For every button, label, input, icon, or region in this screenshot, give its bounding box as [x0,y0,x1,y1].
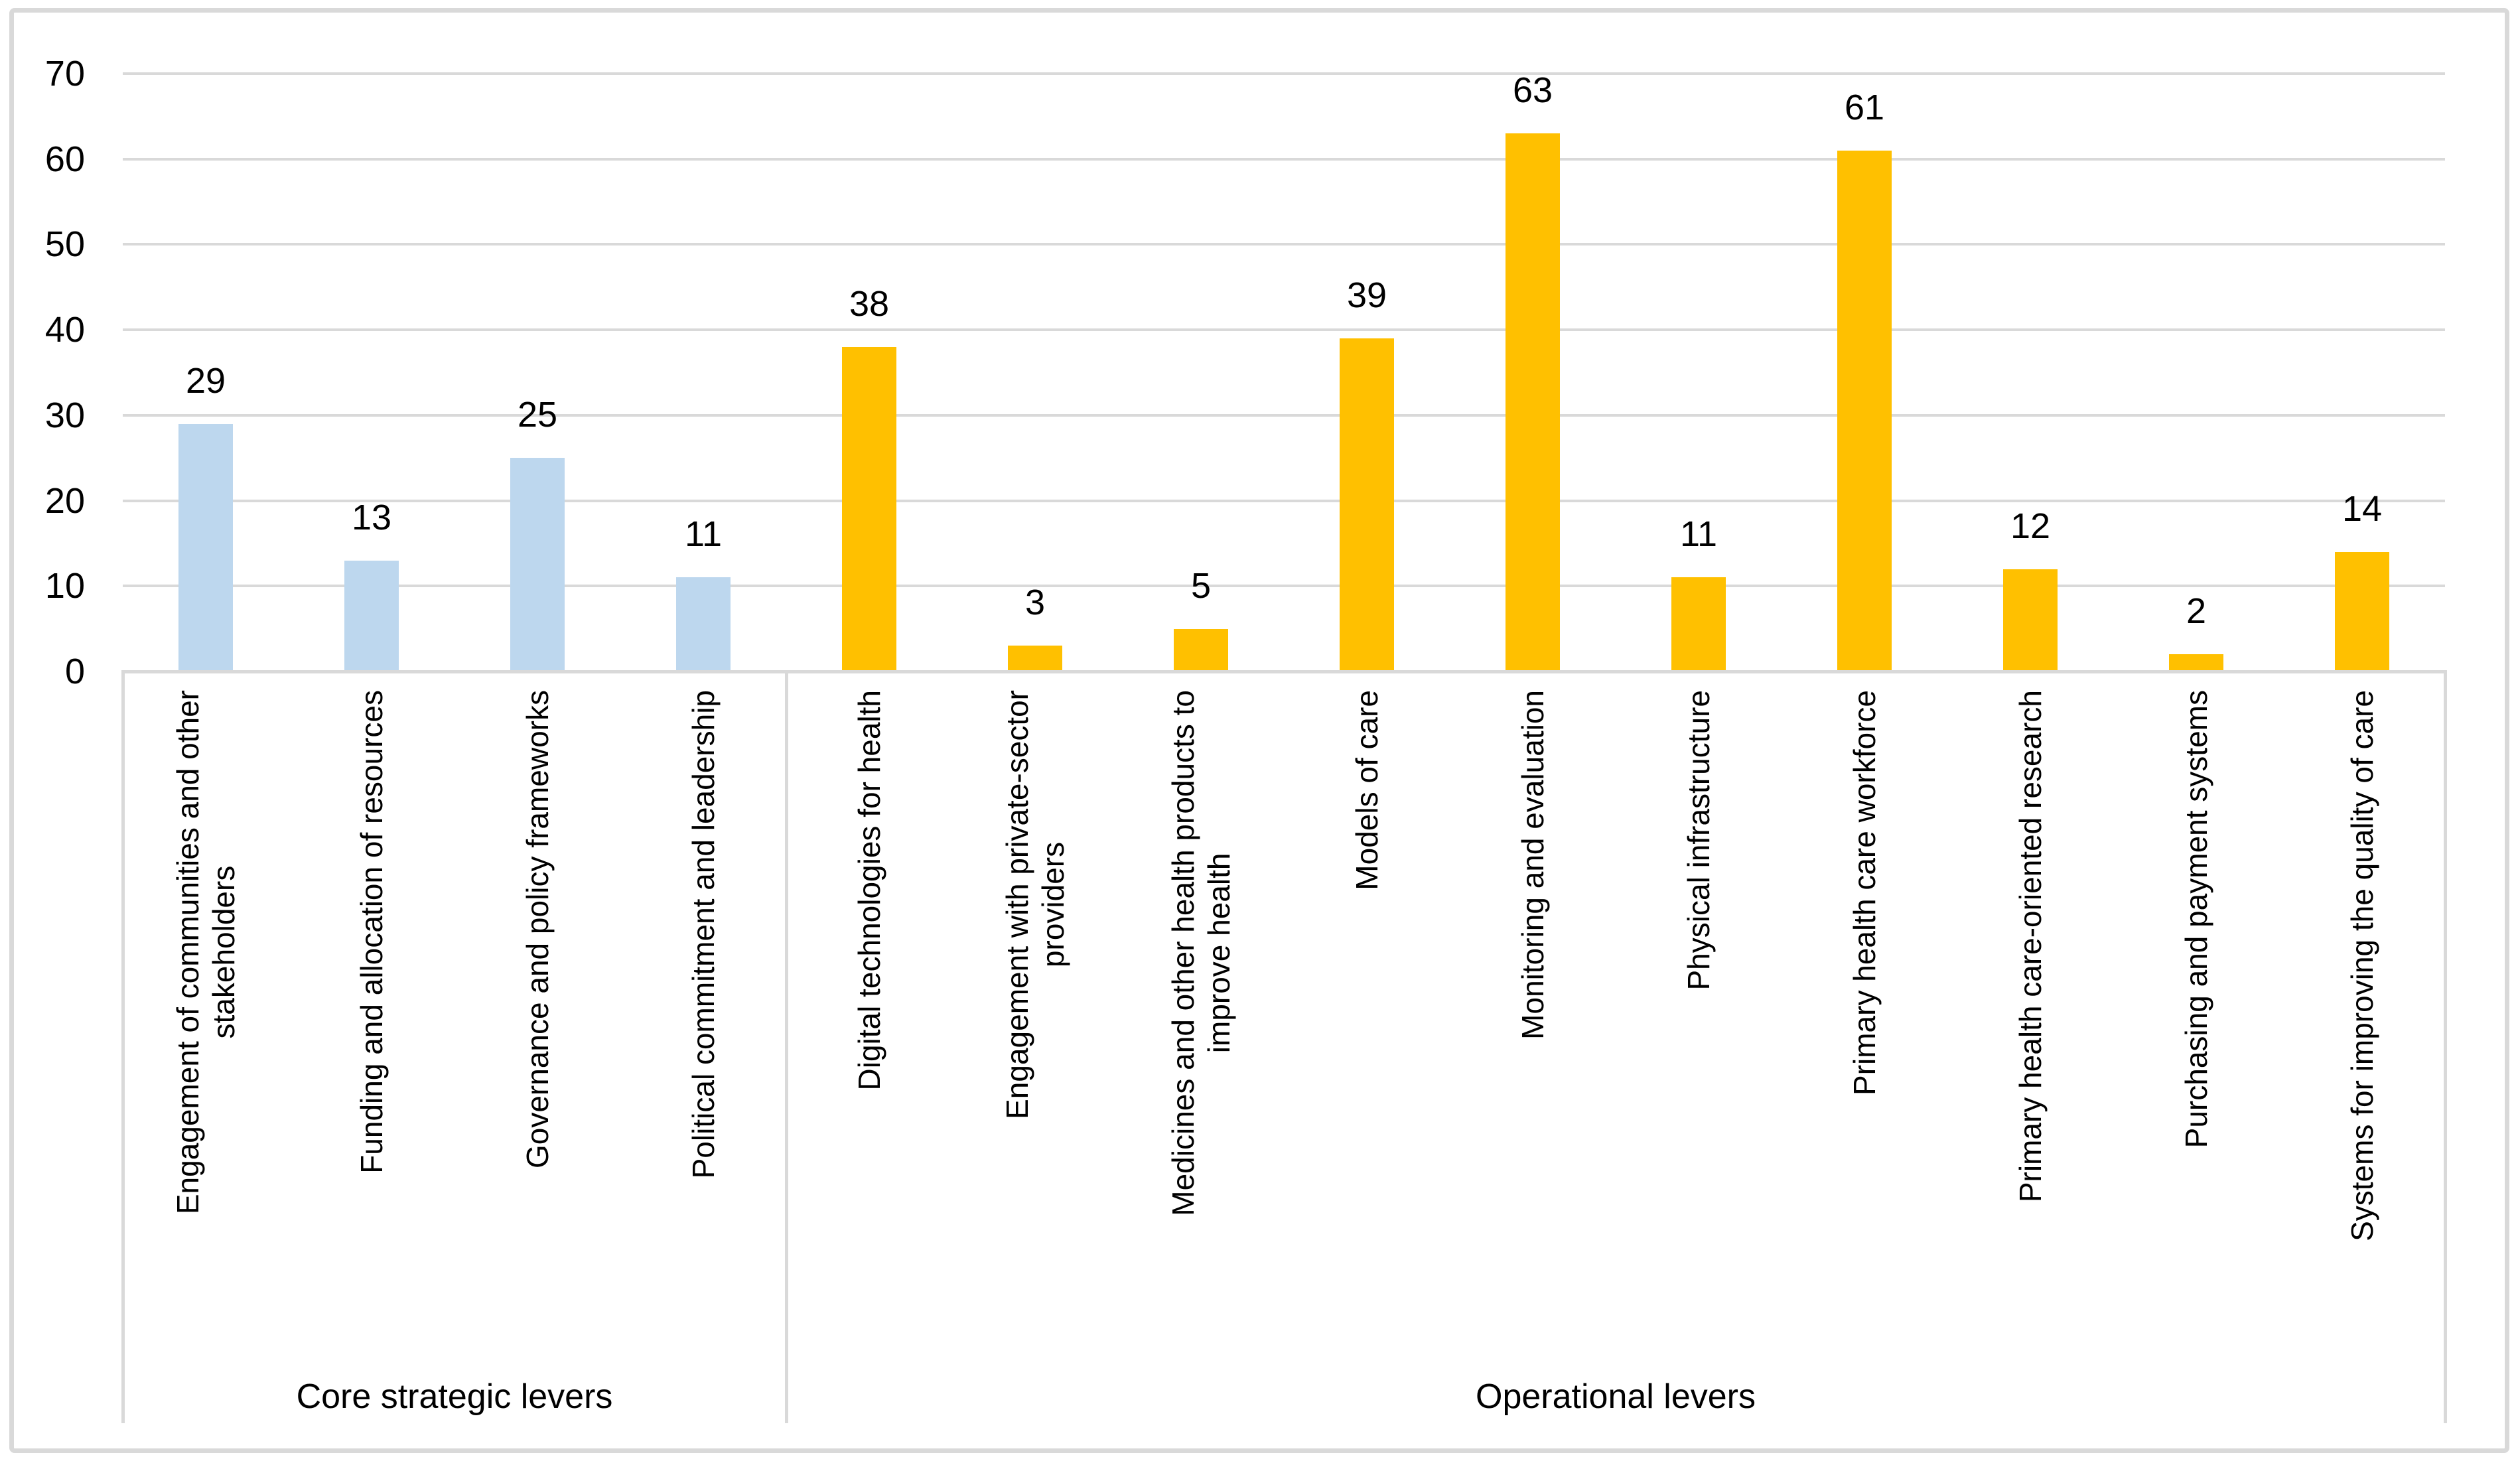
y-axis-tick-label-60: 60 [44,139,85,179]
y-axis-tick-label-10: 10 [44,566,85,606]
y-gridline-20 [123,499,2445,502]
bar-value-label: 61 [1844,88,1885,127]
category-axis-label-text: Monitoring and evaluation [1515,690,1550,1040]
category-axis-label-text: Digital technologies for health [852,690,886,1091]
y-axis-tick-label-40: 40 [44,310,85,350]
bar-purchasing-and-payment-systems [2169,654,2223,671]
bar-primary-health-care-workforce [1837,151,1892,671]
category-axis-label: Governance and policy frameworks [458,690,617,1307]
category-axis-label-text: Physical infrastructure [1681,690,1716,991]
bar-value-label: 11 [1679,514,1718,554]
bar-value-label: 3 [1024,583,1046,622]
category-axis-label: Physical infrastructure [1619,690,1778,1307]
bar-value-label: 25 [517,395,558,435]
y-gridline-10 [123,585,2445,588]
category-axis-label: Monitoring and evaluation [1453,690,1612,1307]
category-axis-label-text: Funding and allocation of resources [354,690,389,1174]
category-axis-label: Primary health care-oriented research [1951,690,2110,1307]
bar-political-commitment-and-leadership [676,577,731,671]
y-axis-tick-label-70: 70 [44,54,85,94]
y-gridline-70 [123,72,2445,75]
category-axis-label-text: Systems for improving the quality of car… [2345,690,2379,1241]
bar-value-label: 11 [684,514,723,554]
y-gridline-60 [123,157,2445,161]
bar-engagement-with-private-sector-providers [1008,646,1062,671]
category-axis-label: Primary health care workforce [1785,690,1944,1307]
category-axis-label-text: Models of care [1350,690,1384,890]
bar-medicines-and-other-health-products-to-improve-health [1174,629,1228,671]
y-axis-tick-label-30: 30 [44,395,85,435]
bar-primary-health-care-oriented-research [2003,569,2058,671]
y-gridline-30 [123,413,2445,417]
category-axis-label: Purchasing and payment systems [2117,690,2276,1307]
bar-governance-and-policy-frameworks [510,458,565,671]
bar-models-of-care [1340,338,1394,671]
bar-value-label: 29 [185,361,226,401]
category-axis-label: Funding and allocation of resources [292,690,451,1307]
bar-systems-for-improving-the-quality-of-care [2335,552,2389,671]
x-axis-line [123,670,2445,673]
bar-value-label: 13 [351,498,392,537]
category-axis-label-text: Purchasing and payment systems [2179,690,2213,1149]
category-axis-label-text: Governance and policy frameworks [520,690,555,1168]
category-axis-label-text: Medicines and other health products to im… [1166,690,1236,1216]
bar-value-label: 38 [849,284,890,324]
bar-value-label: 5 [1190,566,1212,606]
chart-outer-border [9,8,2509,1453]
bar-value-label: 12 [2010,506,2051,546]
group-label-core-strategic-levers: Core strategic levers [296,1377,613,1416]
y-axis-tick-label-0: 0 [64,652,85,691]
bar-engagement-of-communities-and-other-stakeholders [178,424,233,671]
category-axis-label-text: Political commitment and leadership [686,690,721,1179]
y-gridline-40 [123,328,2445,332]
category-axis-label-text: Engagement with private-sector providers [1000,690,1070,1119]
bar-physical-infrastructure [1671,577,1726,671]
bar-value-label: 2 [2186,591,2207,631]
category-axis-label: Engagement with private-sector providers [955,690,1115,1307]
category-axis-label: Engagement of communities and other stake… [126,690,285,1307]
y-gridline-50 [123,243,2445,246]
category-axis-label-text: Primary health care workforce [1847,690,1882,1095]
label-area-left-border [121,670,125,1423]
bar-digital-technologies-for-health [842,347,896,671]
category-axis-label-text: Engagement of communities and other stake… [171,690,241,1215]
category-axis-label: Digital technologies for health [790,690,949,1307]
bar-monitoring-and-evaluation [1505,133,1560,671]
category-axis-label-text: Primary health care-oriented research [2013,690,2048,1203]
category-axis-label: Systems for improving the quality of car… [2282,690,2442,1307]
category-axis-label: Political commitment and leadership [624,690,783,1307]
y-axis-tick-label-20: 20 [44,480,85,521]
group-divider [785,670,788,1423]
category-axis-label: Medicines and other health products to im… [1121,690,1281,1307]
group-label-operational-levers: Operational levers [1476,1377,1756,1416]
bar-funding-and-allocation-of-resources [344,561,399,671]
bar-value-label: 63 [1512,70,1553,110]
bar-value-label: 39 [1346,275,1387,315]
bar-value-label: 14 [2342,489,2383,529]
category-axis-label: Models of care [1287,690,1446,1307]
y-axis-tick-label-50: 50 [44,224,85,265]
label-area-right-border [2444,670,2447,1423]
